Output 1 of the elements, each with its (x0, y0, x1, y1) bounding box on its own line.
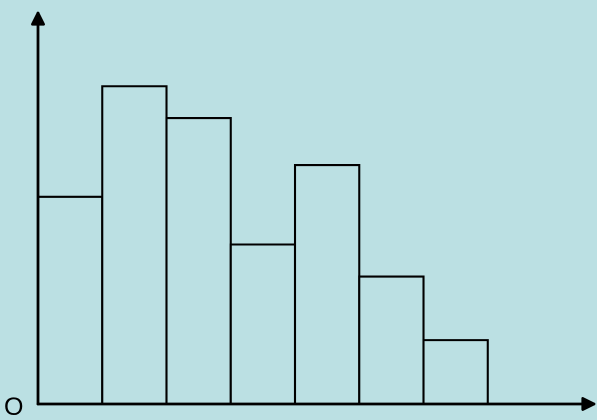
text: O (5, 397, 22, 416)
